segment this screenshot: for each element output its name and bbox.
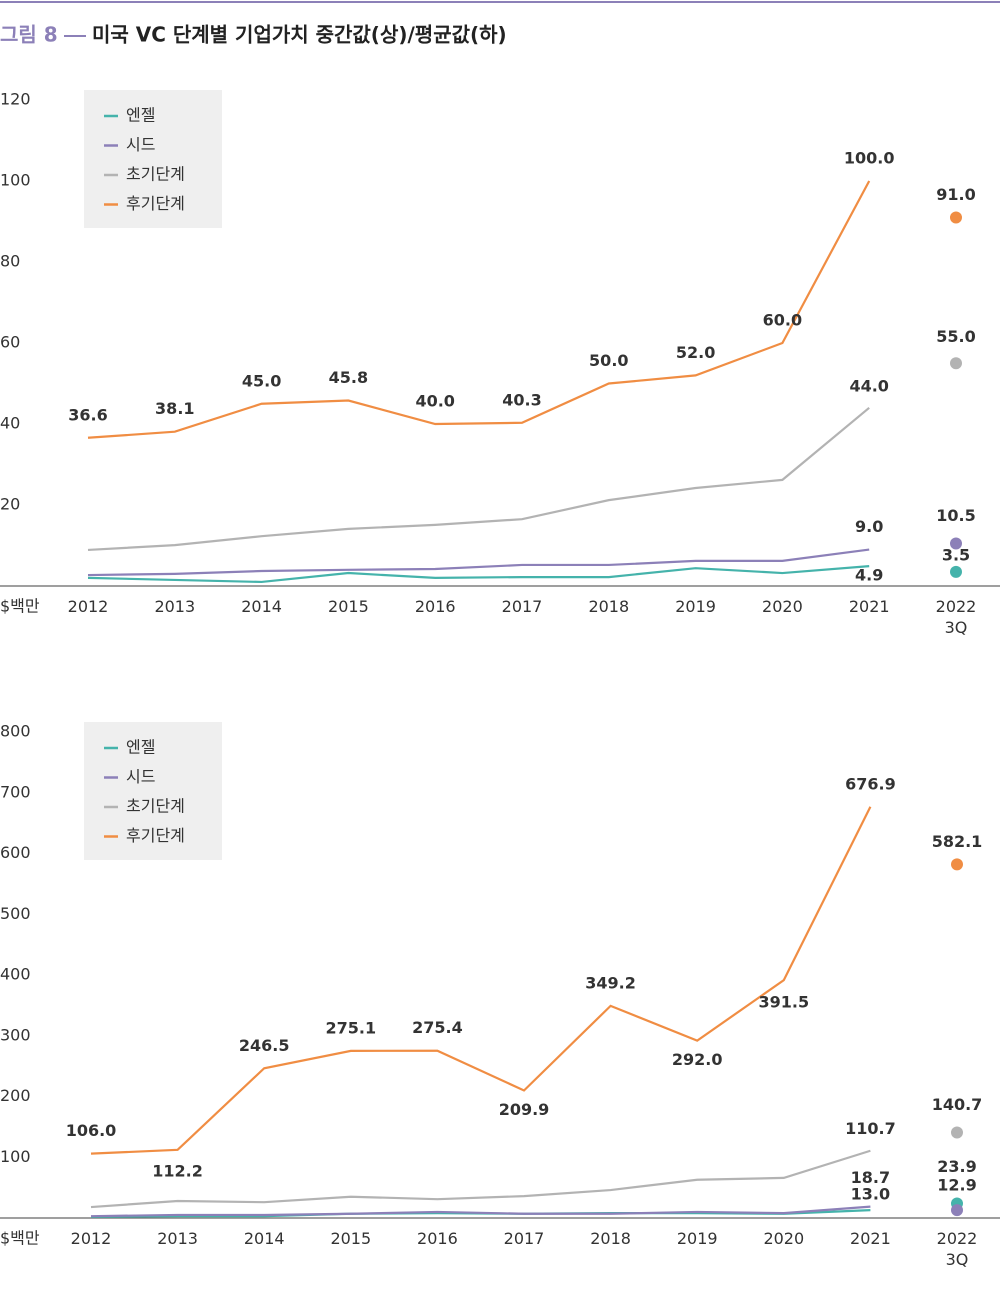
value-label: 246.5 (239, 1036, 290, 1055)
x-tick-label: 2014 (241, 597, 282, 616)
legend-label: 후기단계 (126, 826, 185, 845)
legend-label: 엔젤 (126, 106, 155, 125)
x-tick-label: 2013 (154, 597, 196, 616)
point (950, 565, 962, 578)
legend-label: 엔젤 (126, 738, 155, 757)
y-tick-label: 800 (0, 722, 31, 741)
legend-label: 시드 (126, 135, 155, 154)
x-tick-label: 2017 (503, 1229, 545, 1248)
y-tick-label: 40 (0, 414, 20, 433)
value-label: 4.9 (855, 566, 883, 585)
legend-label: 시드 (126, 767, 155, 786)
value-label: 18.7 (851, 1168, 890, 1187)
value-label: 582.1 (932, 832, 983, 851)
series-line (87, 406, 870, 552)
x-tick-label: 2016 (414, 597, 456, 616)
x-tick-label: 2021 (850, 1229, 891, 1248)
y-tick-label: 100 (0, 1147, 31, 1166)
x-tick-label: 2012 (70, 1229, 112, 1248)
value-label: 275.4 (412, 1018, 463, 1037)
y-tick-label: 20 (0, 495, 20, 514)
value-label: 9.0 (855, 517, 883, 536)
point (951, 1126, 963, 1139)
series-line (90, 1205, 871, 1218)
y-tick-label: 600 (0, 843, 31, 862)
series-line (90, 1149, 871, 1209)
y-unit: $백만 (0, 1229, 40, 1248)
y-tick-label: 100 (0, 171, 31, 190)
figure-title: 미국 VC 단계별 기업가치 중간값(상)/평균값(하) (92, 23, 507, 47)
value-label: 100.0 (844, 149, 895, 168)
point (951, 1204, 963, 1217)
value-label: 676.9 (845, 774, 896, 793)
value-label: 110.7 (845, 1119, 896, 1138)
value-label: 106.0 (66, 1121, 117, 1140)
point (950, 537, 962, 550)
point (951, 858, 963, 871)
point (950, 357, 962, 370)
x-tick-label: 2017 (501, 597, 543, 616)
value-label: 36.6 (68, 405, 107, 424)
value-label: 112.2 (152, 1161, 203, 1180)
value-label: 23.9 (937, 1157, 976, 1176)
value-label: 50.0 (589, 351, 628, 370)
value-label: 140.7 (932, 1095, 983, 1114)
x-tick-label: 2013 (157, 1229, 198, 1248)
y-tick-label: 700 (0, 782, 31, 801)
x-tick-label: 2019 (676, 1229, 718, 1248)
x-tick-label: 2019 (675, 597, 716, 616)
value-label: 391.5 (758, 993, 809, 1012)
value-label: 40.3 (502, 390, 541, 409)
value-label: 12.9 (937, 1176, 976, 1195)
y-tick-label: 300 (0, 1025, 31, 1044)
x-tick-label: 2020 (762, 597, 803, 616)
series-line (87, 565, 870, 584)
y-tick-label: 500 (0, 904, 31, 923)
value-label: 60.0 (763, 311, 802, 330)
value-label: 44.0 (849, 376, 888, 395)
y-unit: $백만 (0, 597, 40, 616)
series-line (90, 806, 872, 1155)
series-line (87, 180, 871, 439)
value-label: 55.0 (936, 327, 975, 346)
value-label: 40.0 (415, 392, 454, 411)
x-tick-label: 2014 (243, 1229, 285, 1248)
value-label: 292.0 (672, 1050, 723, 1069)
y-tick-label: 200 (0, 1086, 31, 1105)
x-tick-label: 2018 (588, 597, 630, 616)
value-label: 3.5 (942, 545, 970, 564)
x-tick-label: 2022 3Q (936, 1229, 978, 1269)
legend-label: 초기단계 (126, 165, 185, 184)
x-tick-label: 2020 (763, 1229, 805, 1248)
value-label: 52.0 (676, 343, 715, 362)
value-label: 45.0 (242, 371, 281, 390)
y-tick-label: 80 (0, 252, 20, 271)
series-line (87, 548, 870, 577)
y-tick-label: 400 (0, 965, 31, 984)
value-label: 10.5 (936, 506, 975, 525)
value-label: 349.2 (585, 973, 636, 992)
value-label: 275.1 (325, 1018, 376, 1037)
y-tick-label: 120 (0, 90, 31, 109)
x-tick-label: 2015 (328, 597, 369, 616)
value-label: 91.0 (936, 185, 975, 204)
x-tick-label: 2021 (848, 597, 890, 616)
value-label: 45.8 (329, 368, 368, 387)
x-tick-label: 2018 (590, 1229, 631, 1248)
legend-label: 초기단계 (126, 797, 185, 816)
legend-label: 후기단계 (126, 194, 185, 213)
y-tick-label: 60 (0, 333, 20, 352)
x-tick-label: 2012 (67, 597, 109, 616)
figure-label: 그림 8 (0, 23, 58, 47)
point (950, 211, 962, 224)
x-tick-label: 2015 (330, 1229, 372, 1248)
value-label: 209.9 (499, 1100, 550, 1119)
x-tick-label: 2022 3Q (935, 597, 977, 637)
x-tick-label: 2016 (417, 1229, 458, 1248)
value-label: 13.0 (851, 1185, 890, 1204)
value-label: 38.1 (155, 399, 194, 418)
